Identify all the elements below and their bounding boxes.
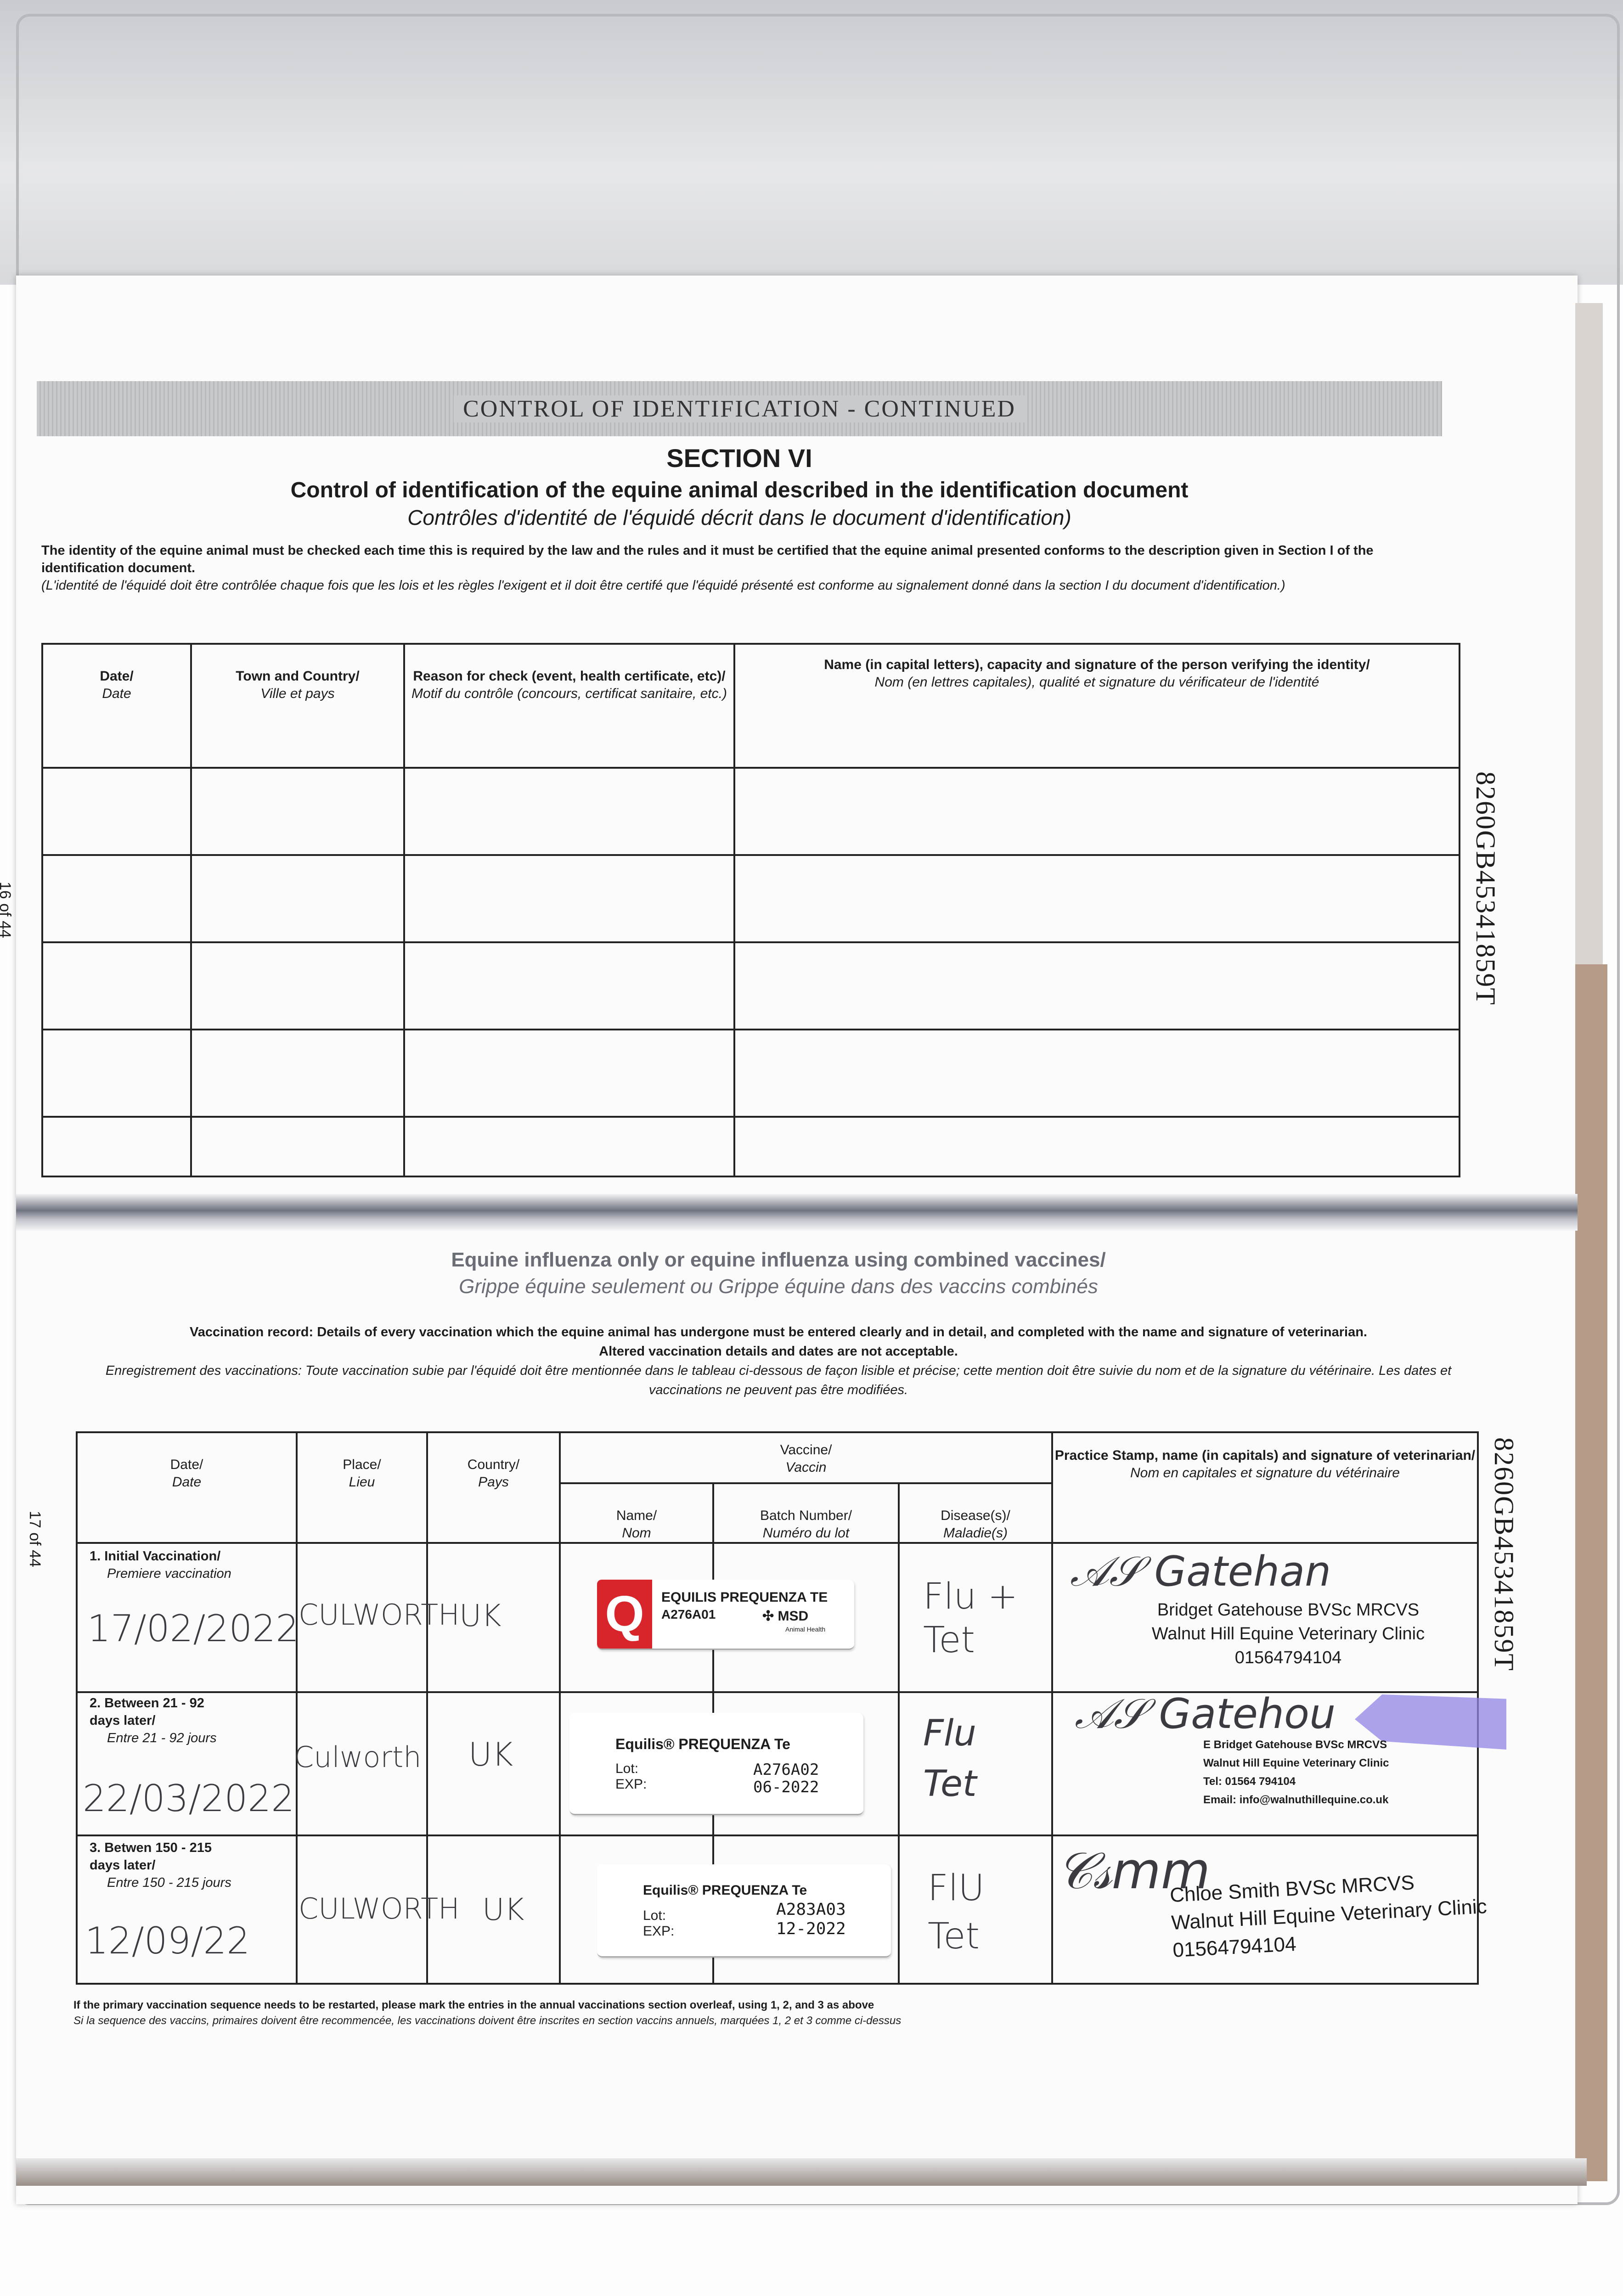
section-band: CONTROL OF IDENTIFICATION - CONTINUED [37, 381, 1442, 436]
table-row [41, 941, 1460, 1030]
page-bottom-edge [16, 2158, 1587, 2186]
row-3-place: CULWORTH [299, 1892, 460, 1925]
scanner-background [0, 0, 1623, 285]
msd-sub: Animal Health [785, 1626, 826, 1633]
table-row [41, 854, 1460, 943]
table-row [41, 1029, 1460, 1118]
row-1-date: 17/02/2022 [87, 1607, 299, 1650]
row-1-disease: Flu + Tet [923, 1576, 1018, 1661]
intro-en: The identity of the equine animal must b… [41, 543, 1374, 575]
col-vaccine-name: Name/Nom [559, 1482, 714, 1544]
signature-3: 𝒞𝓈mm [1056, 1841, 1210, 1900]
sticker-lot: A276A01 [661, 1607, 716, 1621]
col-vet: Practice Stamp, name (in capitals) and s… [1051, 1431, 1479, 1544]
signature-1: 𝒜𝒮 Gatehan [1070, 1548, 1331, 1596]
col-batch: Batch Number/Numéro du lot [712, 1482, 900, 1544]
signature-2: 𝒜𝒮 Gatehou [1075, 1690, 1336, 1738]
vaccine-sticker-2: Equilis® PREQUENZA Te Lot: EXP: A276A02 06… [569, 1713, 863, 1815]
page-fold [16, 1194, 1578, 1231]
identity-check-table: Date/Date Town and Country/Ville et pays… [41, 643, 1460, 1177]
table-row [41, 1116, 1460, 1177]
col-disease: Disease(s)/Maladie(s) [898, 1482, 1053, 1544]
intro-text: The identity of the equine animal must b… [41, 542, 1447, 594]
vaccine-sticker-3: Equilis® PREQUENZA Te Lot: EXP: A283A03 12… [597, 1864, 891, 1958]
sticker-product: EQUILIS PREQUENZA TE [661, 1590, 828, 1605]
col-reason: Reason for check (event, health certific… [403, 643, 735, 769]
col-date: Date/Date [41, 643, 192, 769]
section-number: SECTION VI [666, 444, 812, 473]
row-3-country: UK [482, 1892, 524, 1927]
vet-stamp-2: E Bridget Gatehouse BVSc MRCVS Walnut Hil… [1203, 1739, 1389, 1806]
intro-fr: (L'identité de l'équidé doit être contrô… [41, 578, 1285, 593]
vaccination-instructions: Vaccination record: Details of every vac… [105, 1325, 1452, 1397]
cover-edge-brown [1575, 964, 1607, 2181]
row-3-label: 3. Betwen 150 - 215 days later/Entre 150… [90, 1840, 231, 1890]
row-3-disease: FlU Tet [928, 1868, 985, 1957]
row-2-place: Culworth [294, 1740, 422, 1774]
table-row [41, 767, 1460, 856]
section-title: Control of identification of the equine … [290, 478, 1189, 502]
row-2-date: 22/03/2022 [83, 1777, 295, 1820]
row-3-date: 12/09/22 [85, 1919, 250, 1962]
col-vaccine: Vaccine/Vaccin [559, 1431, 1053, 1484]
row-1-place: CULWORTH [299, 1598, 460, 1632]
col-verifier: Name (in capital letters), capacity and … [733, 643, 1460, 769]
band-title: CONTROL OF IDENTIFICATION - CONTINUED [454, 395, 1025, 422]
msd-logo: ✣ MSD [762, 1609, 809, 1624]
row-2-country: UK [468, 1736, 513, 1773]
prequenza-logo: Q [597, 1580, 652, 1649]
col-town: Town and Country/Ville et pays [190, 643, 405, 769]
col-place: Place/Lieu [296, 1431, 428, 1544]
row-2-disease: Flu Tet [923, 1713, 977, 1805]
col-country: Country/Pays [426, 1431, 561, 1544]
page-number-top: 16 of 44 [0, 882, 14, 938]
vaccination-heading: Equine influenza only or equine influenz… [451, 1249, 1106, 1298]
vet-stamp-1: Bridget Gatehouse BVSc MRCVS Walnut Hill … [1151, 1600, 1425, 1667]
vaccine-sticker-1: Q EQUILIS PREQUENZA TE A276A01 ✣ MSD Ani… [597, 1580, 854, 1650]
col-date: Date/Date [76, 1431, 298, 1544]
vet-stamp-3: Chloe Smith BVSc MRCVS Walnut Hill Equine… [1169, 1871, 1488, 1962]
passport-number-top: 8260GB45341859T [1471, 771, 1501, 1006]
table-row [76, 1542, 1479, 1693]
row-2-label: 2. Between 21 - 92 days later/Entre 21 -… [90, 1696, 217, 1745]
row-1-label: 1. Initial Vaccination/Premiere vaccinat… [90, 1549, 231, 1581]
cover-edge [1575, 303, 1603, 964]
row-1-country: UK [459, 1598, 502, 1633]
section-title-fr: Contrôles d'identité de l'équidé décrit … [407, 506, 1071, 529]
passport-number-bottom: 8260GB45341859T [1489, 1437, 1519, 1671]
footer-note: If the primary vaccination sequence need… [73, 1999, 902, 2027]
page-number-bottom: 17 of 44 [26, 1511, 44, 1567]
